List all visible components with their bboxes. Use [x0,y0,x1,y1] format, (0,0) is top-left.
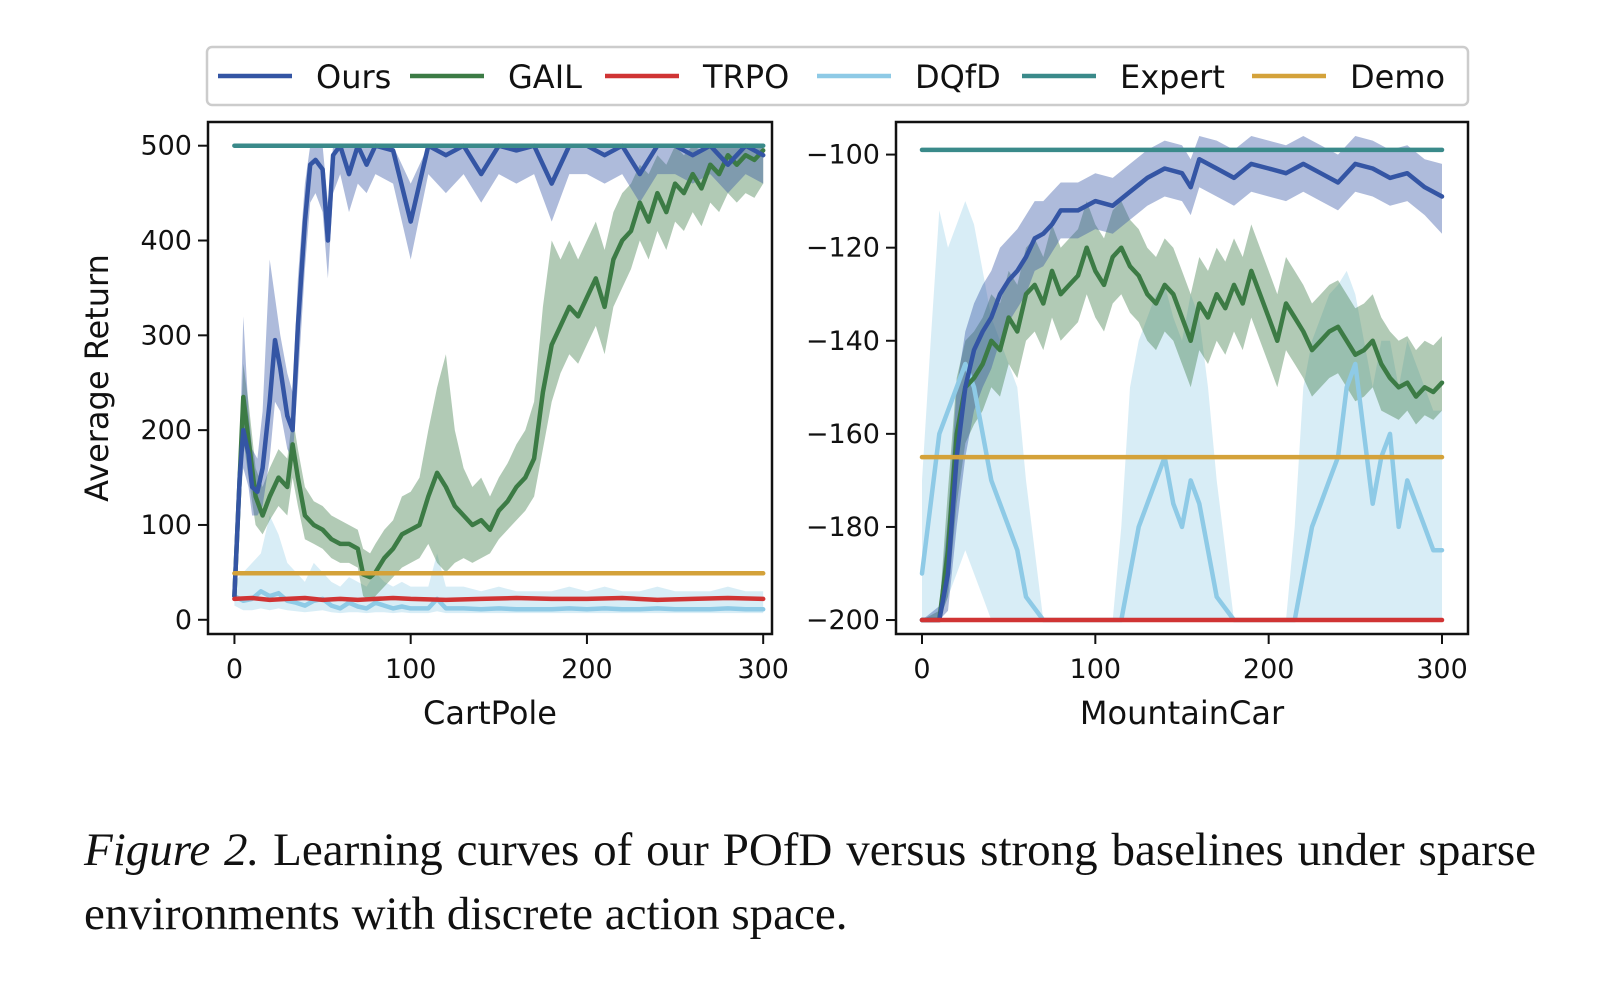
x-axis-label: CartPole [423,694,557,732]
caption-label: Figure 2. [84,824,260,876]
figure-caption: Figure 2. Learning curves of our POfD ve… [84,818,1536,946]
y-axis-label: Average Return [78,254,116,502]
legend-label-dqfd: DQfD [915,58,1001,96]
y-tick-label: 500 [140,131,192,162]
plot-area [232,143,766,614]
band-ours [922,136,1442,620]
series-line-dqfd [919,361,1445,623]
chart-panel-2: 0 100 200 300 −100 −120 −140 −160 −180 −200 Mounta… [806,120,1470,732]
y-tick-label: 400 [140,226,192,257]
x-tick-label: 300 [1416,654,1468,685]
y-tick-label: −100 [806,140,880,171]
x-axis-label: MountainCar [1080,694,1285,732]
series-line-gail [919,245,1445,623]
chart-panel-1: 0 100 200 300 0 100 200 300 400 500 CartPole Averag… [78,120,789,732]
y-tick-label: −120 [806,233,880,264]
x-tick-label: 100 [385,654,437,685]
axes-frame [206,120,774,636]
y-tick-label: −180 [806,512,880,543]
plot-area [919,136,1445,623]
x-tick-label: 0 [913,654,930,685]
series-line-ours [919,156,1445,623]
legend: Ours GAIL TRPO DQfD Expert Demo [205,45,1470,107]
y-tick-label: −140 [806,326,880,357]
x-tick-label: 100 [1070,654,1122,685]
legend-label-demo: Demo [1350,58,1445,96]
series-line-ours [232,143,766,599]
y-tick-label: 300 [140,320,192,351]
band-dqfd [234,515,764,614]
axes-frame [894,120,1470,636]
x-tick-label: 0 [226,654,243,685]
series-line-gail [232,148,766,599]
legend-label-ours: Ours [316,58,391,96]
band-gail [234,145,764,601]
y-tick-label: 200 [140,415,192,446]
legend-label-trpo: TRPO [702,58,789,96]
band-dqfd [922,201,1442,620]
y-tick-label: −200 [806,605,880,636]
band-gail [922,201,1442,620]
series-line-trpo [232,595,766,603]
x-tick-label: 200 [561,654,613,685]
series-line-dqfd [232,589,766,612]
legend-label-gail: GAIL [508,58,582,96]
x-tick-label: 300 [737,654,789,685]
x-tick-label: 200 [1243,654,1295,685]
y-tick-label: 0 [175,605,192,636]
plot-layer: 0 100 200 300 0 100 200 300 400 500 CartPole Averag… [78,120,1470,732]
y-tick-label: −160 [806,419,880,450]
legend-label-expert: Expert [1120,58,1225,96]
caption-text: Learning curves of our POfD versus stron… [84,824,1536,940]
y-tick-label: 100 [140,510,192,541]
